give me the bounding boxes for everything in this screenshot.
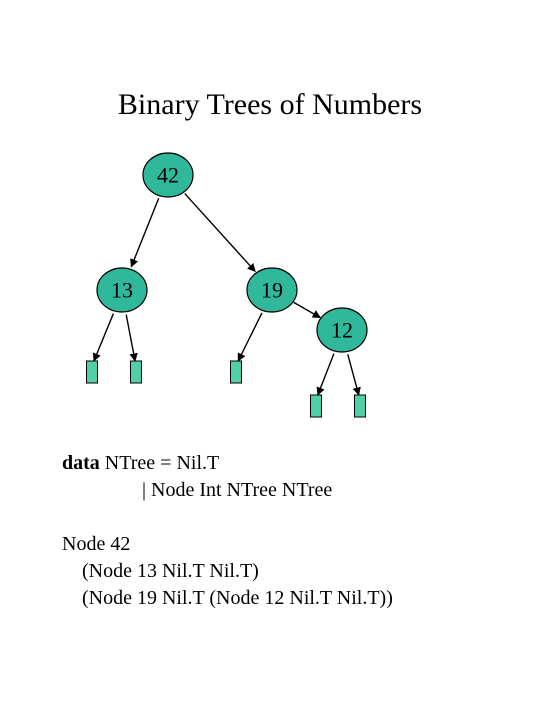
tree-edge: [126, 315, 135, 361]
tree-diagram: 42 13 19 12: [0, 0, 540, 440]
tree-edge: [238, 313, 262, 361]
keyword-data: data: [62, 452, 100, 474]
code-line-5: (Node 19 Nil.T (Node 12 Nil.T Nil.T)): [62, 585, 393, 612]
tree-edge: [185, 194, 255, 272]
tree-node-label: 13: [111, 278, 133, 303]
nil-node: [311, 395, 322, 417]
code-blank: [62, 504, 393, 531]
tree-edge: [318, 354, 334, 395]
tree-node-label: 19: [261, 278, 283, 303]
nil-node: [355, 395, 366, 417]
tree-edge: [348, 354, 359, 395]
tree-edge: [294, 302, 321, 317]
tree-node-label: 12: [331, 318, 353, 343]
code-line-4: (Node 13 Nil.T Nil.T): [62, 558, 393, 585]
tree-edge: [94, 313, 114, 361]
tree-node-label: 42: [157, 163, 179, 188]
code-block: data NTree = Nil.T | Node Int NTree NTre…: [62, 450, 393, 612]
nil-node: [231, 361, 242, 383]
code-line-2: | Node Int NTree NTree: [62, 477, 393, 504]
code-line-1: data NTree = Nil.T: [62, 450, 393, 477]
tree-edge: [131, 198, 158, 267]
code-line-3: Node 42: [62, 531, 393, 558]
nil-node: [131, 361, 142, 383]
nil-node: [87, 361, 98, 383]
